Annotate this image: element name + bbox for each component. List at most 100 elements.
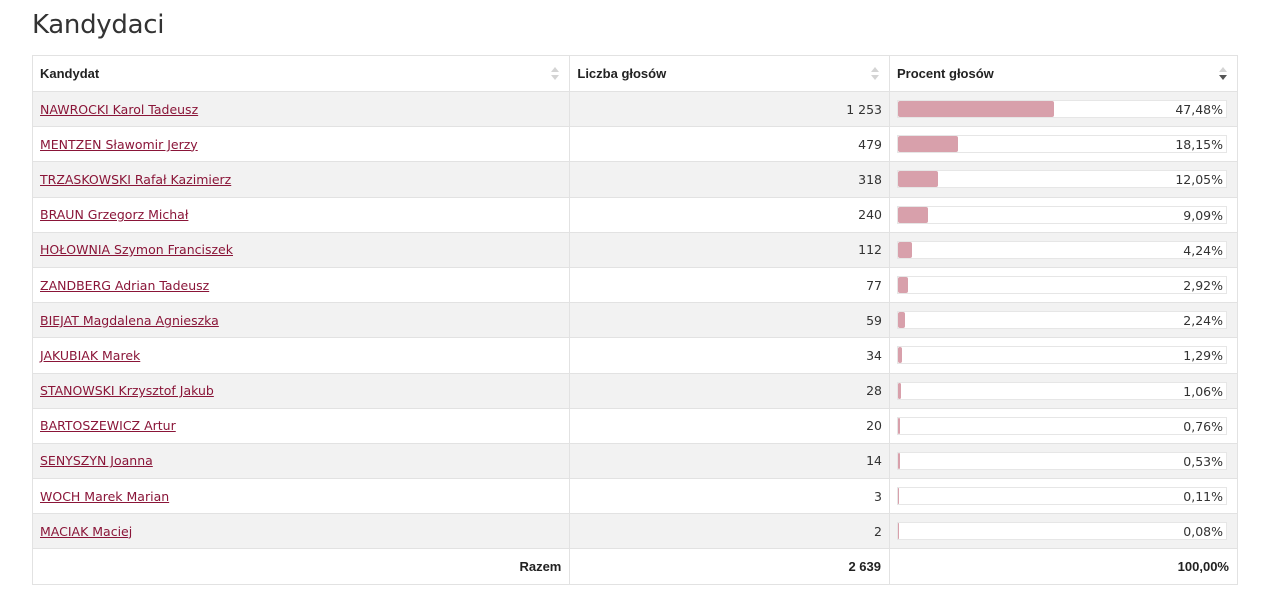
candidate-cell: WOCH Marek Marian (31, 478, 571, 515)
percent-cell: 18,15% (888, 126, 1239, 163)
table-header-row: Kandydat Liczba głosów Procent głosów (31, 55, 1239, 92)
percent-cell: 0,53% (888, 442, 1239, 480)
percent-bar: 47,48% (896, 100, 1227, 119)
percent-bar: 9,09% (896, 205, 1227, 224)
candidate-link[interactable]: HOŁOWNIA Szymon Franciszek (40, 242, 233, 258)
sort-icon[interactable] (870, 67, 879, 81)
percent-bar: 1,06% (896, 381, 1227, 400)
table-row: ZANDBERG Adrian Tadeusz 77 2,92% (31, 266, 1239, 304)
page-title: Kandydaci (32, 10, 165, 40)
total-percent: 100,00% (888, 548, 1239, 586)
percent-cell: 2,24% (888, 302, 1239, 339)
percent-cell: 12,05% (888, 161, 1239, 198)
table-body: NAWROCKI Karol Tadeusz 1 253 47,48% MENTZEN… (31, 90, 1239, 550)
percent-value: 12,05% (1175, 172, 1223, 188)
candidate-link[interactable]: NAWROCKI Karol Tadeusz (40, 101, 199, 117)
percent-cell: 4,24% (888, 231, 1239, 268)
table-row: TRZASKOWSKI Rafał Kazimierz 318 12,05% (31, 161, 1239, 198)
table-row: WOCH Marek Marian 3 0,11% (31, 478, 1239, 515)
percent-value: 9,09% (1183, 207, 1223, 223)
percent-bar-fill (897, 206, 928, 223)
candidate-link[interactable]: BIEJAT Magdalena Agnieszka (40, 312, 219, 328)
candidate-link[interactable]: MENTZEN Sławomir Jerzy (40, 136, 198, 152)
header-candidate[interactable]: Kandydat (31, 55, 571, 92)
percent-bar: 0,76% (896, 416, 1227, 435)
percent-value: 0,53% (1183, 453, 1223, 469)
percent-cell: 0,11% (888, 478, 1239, 515)
votes-cell: 318 (569, 161, 890, 198)
percent-value: 0,08% (1183, 524, 1223, 540)
percent-bar-fill (897, 101, 1054, 118)
candidate-link[interactable]: WOCH Marek Marian (40, 488, 170, 504)
sort-icon[interactable] (551, 67, 560, 81)
percent-value: 2,92% (1183, 278, 1223, 294)
percent-bar-fill (897, 452, 900, 469)
percent-bar: 12,05% (896, 170, 1227, 189)
candidate-cell: ZANDBERG Adrian Tadeusz (31, 266, 571, 304)
votes-cell: 112 (569, 231, 890, 268)
header-votes[interactable]: Liczba głosów (569, 55, 890, 92)
percent-bar-fill (897, 171, 938, 188)
candidate-link[interactable]: ZANDBERG Adrian Tadeusz (40, 277, 210, 293)
percent-value: 18,15% (1175, 137, 1223, 153)
percent-bar: 2,24% (896, 311, 1227, 330)
candidate-cell: STANOWSKI Krzysztof Jakub (31, 372, 571, 409)
total-votes: 2 639 (569, 548, 890, 586)
candidate-cell: MACIAK Maciej (31, 513, 571, 550)
votes-cell: 2 (569, 513, 890, 550)
percent-cell: 2,92% (888, 266, 1239, 304)
candidate-link[interactable]: MACIAK Maciej (40, 523, 133, 539)
table-row: BARTOSZEWICZ Artur 20 0,76% (31, 407, 1239, 444)
votes-cell: 479 (569, 126, 890, 163)
table-row: BRAUN Grzegorz Michał 240 9,09% (31, 196, 1239, 233)
candidate-link[interactable]: SENYSZYN Joanna (40, 453, 153, 469)
votes-cell: 20 (569, 407, 890, 444)
percent-bar: 0,11% (896, 487, 1227, 506)
header-percent-label: Procent głosów (896, 66, 994, 81)
percent-bar-fill (897, 241, 912, 258)
header-percent[interactable]: Procent głosów (888, 55, 1239, 92)
candidate-link[interactable]: JAKUBIAK Marek (40, 347, 141, 363)
percent-bar: 4,24% (896, 240, 1227, 259)
candidates-table: Kandydat Liczba głosów Procent głosów NA… (31, 55, 1239, 586)
candidate-cell: MENTZEN Sławomir Jerzy (31, 126, 571, 163)
votes-cell: 77 (569, 266, 890, 304)
votes-cell: 1 253 (569, 90, 890, 128)
percent-value: 1,29% (1183, 348, 1223, 364)
candidate-cell: HOŁOWNIA Szymon Franciszek (31, 231, 571, 268)
table-row: STANOWSKI Krzysztof Jakub 28 1,06% (31, 372, 1239, 409)
percent-cell: 1,06% (888, 372, 1239, 409)
candidate-link[interactable]: STANOWSKI Krzysztof Jakub (40, 383, 214, 399)
total-row: Razem 2 639 100,00% (31, 548, 1239, 586)
percent-value: 47,48% (1175, 102, 1223, 118)
percent-cell: 1,29% (888, 337, 1239, 374)
sort-desc-icon[interactable] (1219, 67, 1227, 81)
header-candidate-label: Kandydat (40, 66, 100, 81)
votes-cell: 28 (569, 372, 890, 409)
votes-cell: 59 (569, 302, 890, 339)
total-label: Razem (31, 548, 571, 586)
table-row: HOŁOWNIA Szymon Franciszek 112 4,24% (31, 231, 1239, 268)
candidate-cell: BARTOSZEWICZ Artur (31, 407, 571, 444)
candidate-cell: JAKUBIAK Marek (31, 337, 571, 374)
candidate-cell: BIEJAT Magdalena Agnieszka (31, 302, 571, 339)
votes-cell: 14 (569, 442, 890, 480)
percent-bar: 0,08% (896, 522, 1227, 541)
percent-bar: 0,53% (896, 451, 1227, 470)
percent-bar: 1,29% (896, 346, 1227, 365)
table-row: NAWROCKI Karol Tadeusz 1 253 47,48% (31, 90, 1239, 128)
candidate-link[interactable]: BRAUN Grzegorz Michał (40, 207, 189, 223)
percent-value: 4,24% (1183, 242, 1223, 258)
percent-cell: 47,48% (888, 90, 1239, 128)
percent-bar-fill (897, 277, 908, 294)
percent-bar-fill (897, 136, 958, 153)
votes-cell: 3 (569, 478, 890, 515)
candidate-link[interactable]: TRZASKOWSKI Rafał Kazimierz (40, 171, 232, 187)
table-row: BIEJAT Magdalena Agnieszka 59 2,24% (31, 302, 1239, 339)
table-row: SENYSZYN Joanna 14 0,53% (31, 442, 1239, 480)
candidate-link[interactable]: BARTOSZEWICZ Artur (40, 418, 176, 434)
percent-bar: 2,92% (896, 276, 1227, 295)
percent-bar: 18,15% (896, 135, 1227, 154)
percent-bar-fill (897, 417, 901, 434)
votes-cell: 240 (569, 196, 890, 233)
